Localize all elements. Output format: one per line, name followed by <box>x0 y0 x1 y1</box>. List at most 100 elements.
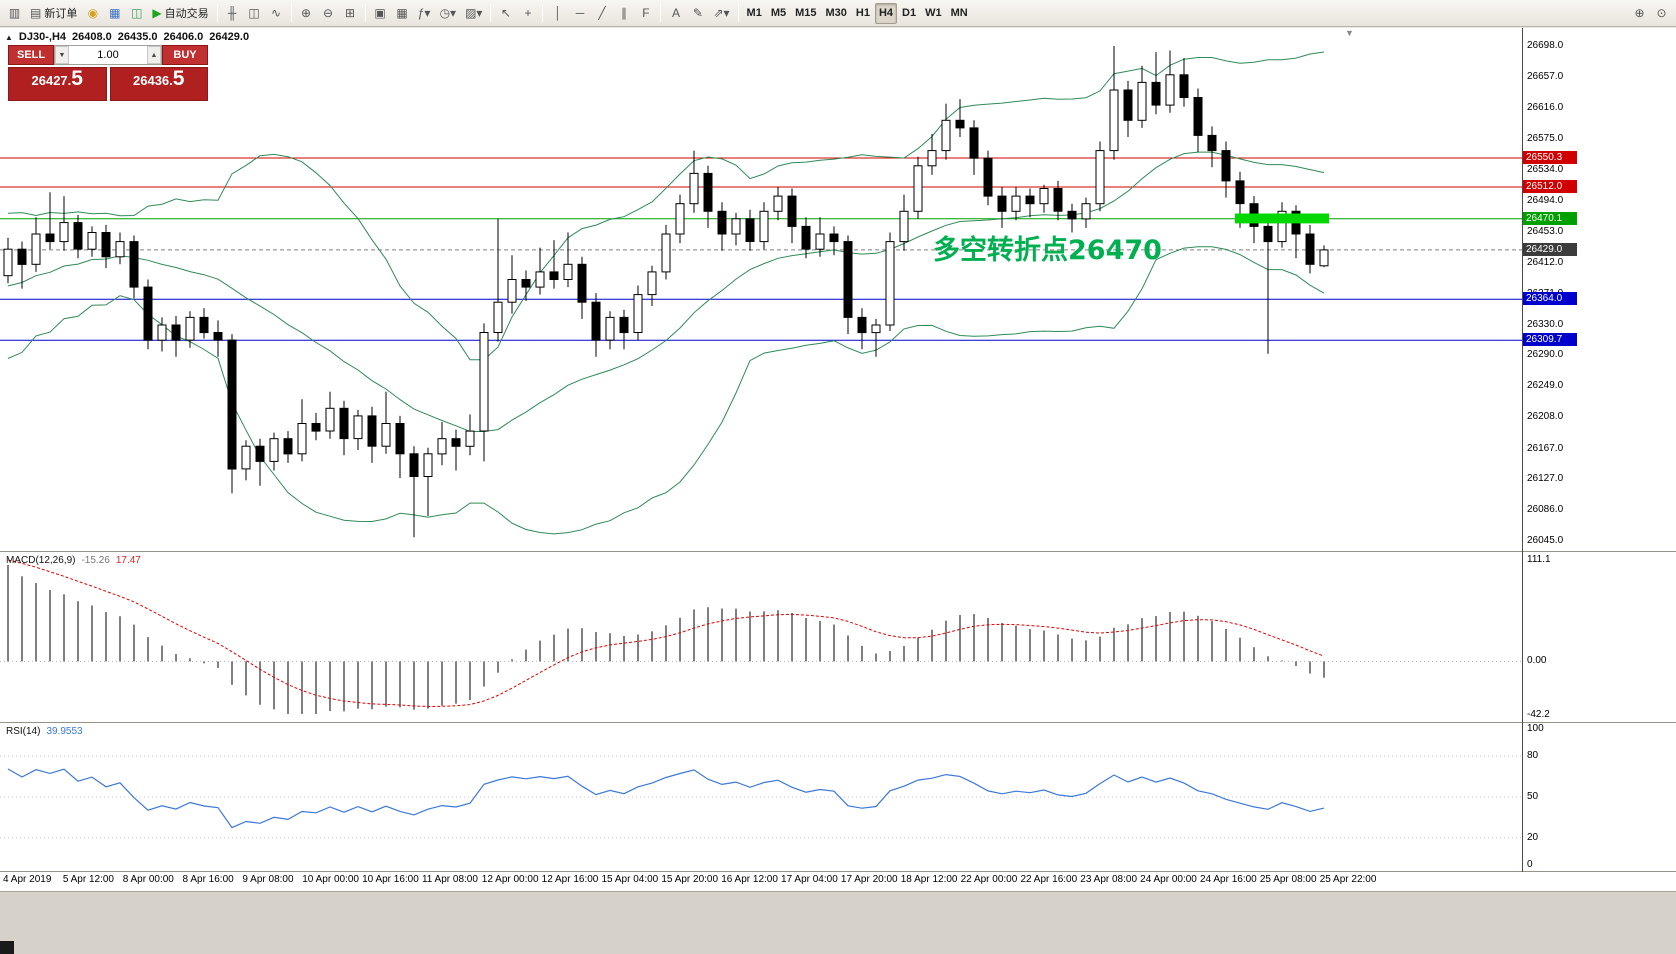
rsi-panel-chart[interactable] <box>0 723 1522 871</box>
pane-separator[interactable] <box>0 551 1676 552</box>
sell-price-panel[interactable]: 26427. 5 <box>8 67 107 101</box>
buy-price-panel[interactable]: 26436. 5 <box>109 67 208 101</box>
one-click-collapse-toggle[interactable]: ▲ <box>5 32 13 42</box>
time-axis-label: 10 Apr 00:00 <box>302 874 359 885</box>
window-corner-fragment <box>0 941 14 954</box>
zoom-out-button[interactable]: ⊖ <box>318 3 339 24</box>
horizontal-line-button[interactable]: ─ <box>569 3 590 24</box>
timeframe-m5-button[interactable]: M5 <box>767 3 790 24</box>
fibonacci-icon: F <box>642 6 650 20</box>
price-axis-label: 26045.0 <box>1527 535 1564 546</box>
lot-size-field[interactable]: ▼ 1.00 ▲ <box>54 45 162 65</box>
arrows-button[interactable]: ⇗▾ <box>709 3 733 24</box>
indicators-button[interactable]: ƒ▾ <box>414 3 435 24</box>
fibonacci-button[interactable]: F <box>635 3 656 24</box>
timeframe-m1-button-label: M1 <box>746 7 762 19</box>
price-axis-label: 26127.0 <box>1527 472 1564 484</box>
text-button[interactable]: A <box>665 3 686 24</box>
toolbar-separator <box>737 4 739 22</box>
lot-value[interactable]: 1.00 <box>97 49 119 61</box>
price-axis-label: 26698.0 <box>1527 40 1564 51</box>
price-axis-label: 26575.0 <box>1527 133 1564 145</box>
price-axis-label: 26167.0 <box>1527 442 1564 454</box>
rsi-indicator-label: RSI(14) 39.9553 <box>6 726 83 737</box>
crosshair-button[interactable]: + <box>517 3 538 24</box>
templates-button[interactable]: ▨▾ <box>461 3 486 24</box>
macd-signal-value: 17.47 <box>115 555 141 566</box>
line-chart-type-button[interactable]: ∿ <box>266 3 287 24</box>
price-marker-support: 26364.0 <box>1523 292 1577 306</box>
price-axis <box>1522 28 1523 872</box>
cursor-button[interactable]: ↖ <box>495 3 516 24</box>
time-axis-label: 9 Apr 08:00 <box>242 874 294 885</box>
time-axis-label: 23 Apr 08:00 <box>1080 874 1138 885</box>
time-axis-label: 10 Apr 16:00 <box>362 874 419 885</box>
market-watch-button[interactable]: ▦ <box>104 3 125 24</box>
time-axis-label: 22 Apr 16:00 <box>1020 874 1078 885</box>
navigator-button[interactable]: ◫ <box>126 3 147 24</box>
new-chart-icon: ▥ <box>8 6 21 20</box>
cascade-windows-icon: ▣ <box>374 6 386 20</box>
periods-button[interactable]: ◷▾ <box>436 3 461 24</box>
price-axis-label: 26412.0 <box>1527 256 1564 268</box>
pane-separator[interactable] <box>0 722 1676 723</box>
buy-price-pips: 5 <box>172 67 185 90</box>
symbol-search-button[interactable]: ⊕ <box>1629 3 1650 24</box>
magnifier-button[interactable]: ⊙ <box>1651 3 1672 24</box>
price-chart[interactable] <box>0 28 1522 551</box>
new-chart-button[interactable]: ▥ <box>4 3 25 24</box>
rsi-scale-label: 20 <box>1527 831 1539 843</box>
timeframe-mn-button[interactable]: MN <box>947 3 972 24</box>
cascade-windows-button[interactable]: ▣ <box>370 3 391 24</box>
autotrading-button-label: 自动交易 <box>164 8 209 20</box>
toolbar-items: ▥ ▤ 新订单 ◉ ▦ ◫ ▶ 自动交易 ╫ ◫ ∿ ⊕ ⊖ ⊞ ▣ ▦ ƒ▾ ◷▾ ▨▾ ↖ + │ ─ ╱ ∥ F A ✎ ⇗▾ M1… <box>4 2 972 24</box>
alert-sound-button[interactable]: ◉ <box>82 3 103 24</box>
timeframe-w1-button[interactable]: W1 <box>921 3 946 24</box>
time-axis-label: 17 Apr 04:00 <box>781 874 838 885</box>
new-order-button[interactable]: ▤ 新订单 <box>26 3 81 24</box>
timeframe-m15-button[interactable]: M15 <box>791 3 820 24</box>
line-chart-type-icon: ∿ <box>271 6 282 20</box>
price-axis-label: 26249.0 <box>1527 380 1564 392</box>
bar-high-value: 26435.0 <box>117 31 158 43</box>
timeframe-m5-button-label: M5 <box>770 7 787 19</box>
timeframe-h1-button[interactable]: H1 <box>852 3 874 24</box>
timeframe-m30-button[interactable]: M30 <box>822 3 851 24</box>
macd-signal-line <box>7 559 1325 708</box>
rsi-name: RSI(14) <box>6 726 41 737</box>
chart-shift-marker[interactable]: ▼ <box>1345 28 1354 38</box>
tile-windows-button[interactable]: ⊞ <box>340 3 361 24</box>
arrange-windows-button[interactable]: ▦ <box>392 3 413 24</box>
time-axis-label: 15 Apr 04:00 <box>601 874 659 885</box>
buy-button[interactable]: BUY <box>162 45 208 65</box>
vertical-line-icon: │ <box>554 6 562 20</box>
equidistant-channel-button[interactable]: ∥ <box>613 3 634 24</box>
timeframe-d1-button-label: D1 <box>902 7 917 19</box>
price-marker-support: 26309.7 <box>1523 333 1577 347</box>
sell-price: 26427. <box>31 73 72 88</box>
one-click-top-row: SELL ▼ 1.00 ▲ BUY <box>8 45 208 65</box>
timeframe-m1-button[interactable]: M1 <box>743 3 766 24</box>
chart-window: ▲ DJ30-,H4 26408.0 26435.0 26406.0 26429… <box>0 28 1676 891</box>
trendline-button[interactable]: ╱ <box>591 3 612 24</box>
autotrading-button[interactable]: ▶ 自动交易 <box>148 3 212 24</box>
bar-chart-type-button[interactable]: ╫ <box>222 3 243 24</box>
lot-decrease-button[interactable]: ▼ <box>55 46 69 64</box>
price-axis-label: 26616.0 <box>1527 102 1564 114</box>
navigator-icon: ◫ <box>131 6 143 20</box>
chart-title: ▲ DJ30-,H4 26408.0 26435.0 26406.0 26429… <box>5 31 249 43</box>
candlestick-chart-type-button[interactable]: ◫ <box>244 3 265 24</box>
timeframe-m15-button-label: M15 <box>795 7 817 19</box>
sell-button[interactable]: SELL <box>8 45 54 65</box>
chart-annotation-text: 多空转折点26470 <box>933 235 1162 266</box>
lot-increase-button[interactable]: ▲ <box>147 46 161 64</box>
text-label-icon: ✎ <box>692 6 703 20</box>
timeframe-d1-button[interactable]: D1 <box>898 3 920 24</box>
vertical-line-button[interactable]: │ <box>547 3 568 24</box>
timeframe-h4-button[interactable]: H4 <box>874 2 898 24</box>
zoom-in-button[interactable]: ⊕ <box>296 3 317 24</box>
macd-panel-chart[interactable] <box>0 552 1522 722</box>
text-label-button[interactable]: ✎ <box>687 3 708 24</box>
time-axis-label: 12 Apr 00:00 <box>481 874 539 885</box>
bar-open-value: 26408.0 <box>72 31 112 43</box>
